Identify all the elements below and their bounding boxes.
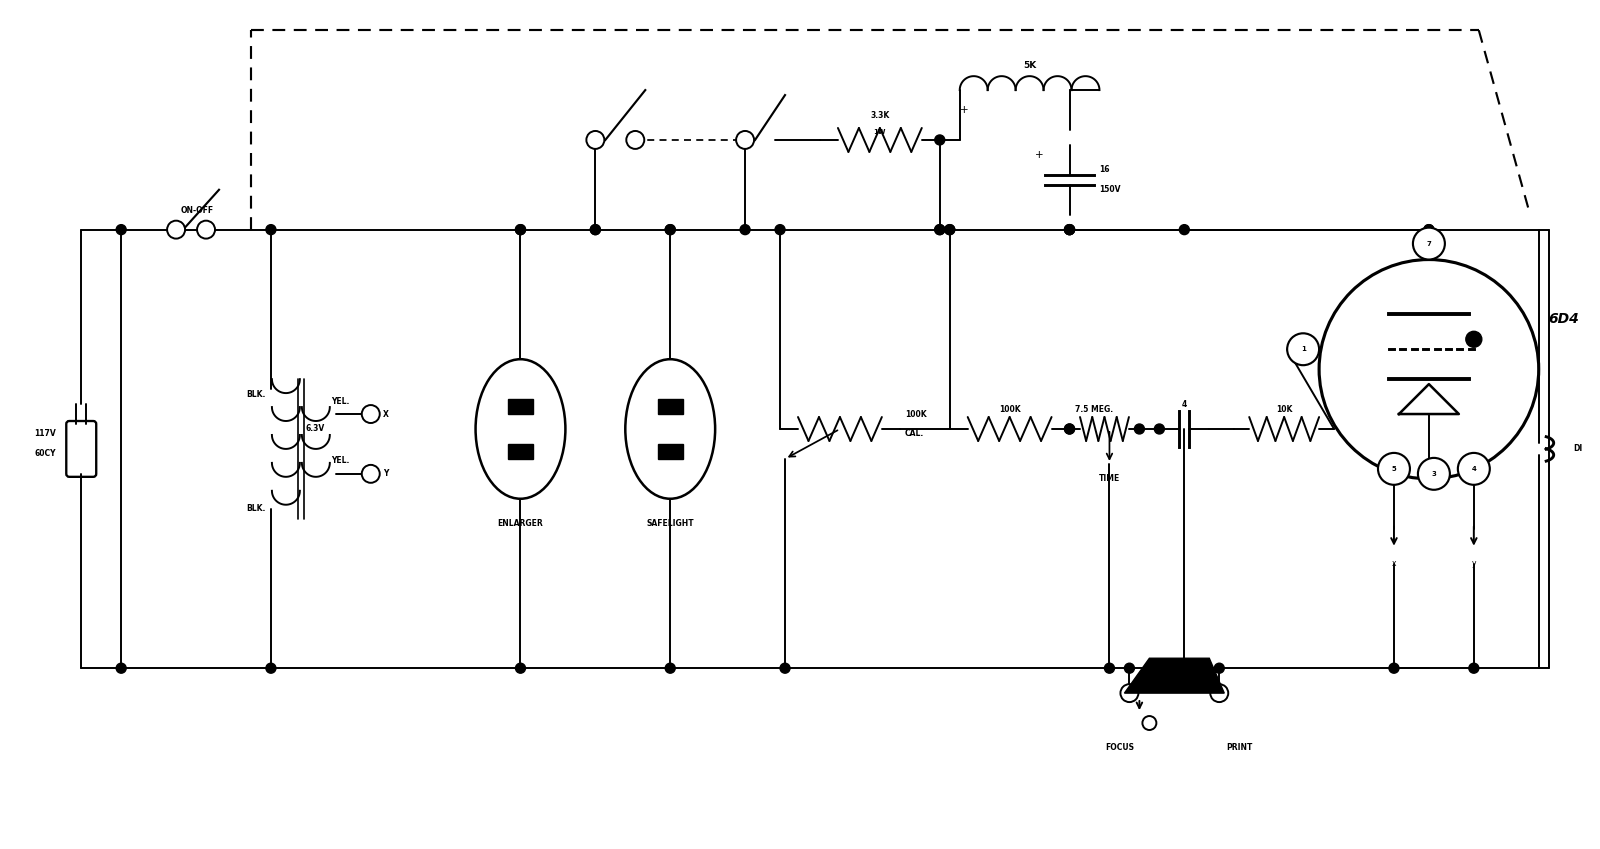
Text: 3.3K: 3.3K — [870, 110, 890, 120]
Circle shape — [666, 225, 675, 234]
Text: 100K: 100K — [998, 405, 1021, 413]
Circle shape — [197, 221, 214, 239]
Circle shape — [1378, 453, 1410, 485]
Circle shape — [117, 663, 126, 673]
Text: YEL.: YEL. — [331, 396, 349, 406]
Text: X: X — [382, 409, 389, 419]
Circle shape — [515, 225, 525, 234]
Text: 100K: 100K — [906, 409, 926, 419]
Circle shape — [1469, 663, 1478, 673]
Text: 7.5 MEG.: 7.5 MEG. — [1075, 405, 1112, 413]
Text: 1W: 1W — [874, 129, 886, 135]
Circle shape — [1104, 663, 1115, 673]
Circle shape — [166, 221, 186, 239]
Circle shape — [944, 225, 955, 234]
Text: x: x — [1392, 559, 1397, 568]
Text: ENLARGER: ENLARGER — [498, 520, 544, 528]
Circle shape — [1179, 225, 1189, 234]
FancyBboxPatch shape — [658, 399, 683, 414]
Circle shape — [1064, 225, 1075, 234]
Text: BLK.: BLK. — [246, 390, 266, 398]
Circle shape — [1286, 334, 1318, 365]
Circle shape — [1210, 684, 1229, 702]
Text: SAFELIGHT: SAFELIGHT — [646, 520, 694, 528]
Circle shape — [1179, 663, 1189, 673]
Circle shape — [1413, 228, 1445, 260]
Circle shape — [266, 663, 275, 673]
Circle shape — [774, 225, 786, 234]
Circle shape — [934, 135, 944, 145]
Circle shape — [626, 131, 645, 149]
Text: 3: 3 — [1432, 471, 1437, 477]
Text: PRINT: PRINT — [1226, 744, 1253, 752]
Text: 4: 4 — [1472, 466, 1477, 472]
Circle shape — [362, 465, 379, 483]
Text: 16: 16 — [1099, 166, 1110, 174]
Circle shape — [1418, 458, 1450, 490]
Text: YEL.: YEL. — [331, 457, 349, 465]
Circle shape — [736, 131, 754, 149]
Text: 5: 5 — [1392, 466, 1397, 472]
Circle shape — [1458, 453, 1490, 485]
Text: ON-OFF: ON-OFF — [181, 205, 214, 215]
Text: TIME: TIME — [1099, 475, 1120, 483]
Circle shape — [1064, 424, 1075, 434]
Circle shape — [1134, 424, 1144, 434]
Text: +: + — [960, 105, 970, 115]
Circle shape — [1120, 684, 1139, 702]
Circle shape — [590, 225, 600, 234]
Text: FOCUS: FOCUS — [1106, 744, 1134, 752]
Circle shape — [934, 225, 944, 234]
Text: 150V: 150V — [1099, 185, 1122, 194]
Text: 1: 1 — [1301, 346, 1306, 352]
FancyBboxPatch shape — [509, 399, 533, 414]
Circle shape — [1064, 225, 1075, 234]
Circle shape — [362, 405, 379, 423]
Text: Y: Y — [382, 469, 389, 478]
Circle shape — [666, 663, 675, 673]
FancyBboxPatch shape — [509, 444, 533, 459]
Circle shape — [266, 225, 275, 234]
Text: 5K: 5K — [1022, 60, 1037, 70]
Circle shape — [1424, 225, 1434, 234]
Circle shape — [586, 131, 605, 149]
Text: 10K: 10K — [1275, 405, 1293, 413]
Circle shape — [515, 225, 525, 234]
Text: 6D4: 6D4 — [1549, 312, 1579, 326]
Circle shape — [1125, 663, 1134, 673]
Circle shape — [1389, 663, 1398, 673]
Text: DI: DI — [1574, 444, 1582, 453]
Circle shape — [1064, 225, 1075, 234]
Circle shape — [1424, 225, 1434, 234]
Text: 6.3V: 6.3V — [306, 424, 325, 434]
Circle shape — [515, 663, 525, 673]
Circle shape — [781, 663, 790, 673]
Text: +: + — [1035, 150, 1043, 160]
Circle shape — [1214, 663, 1224, 673]
Text: 4: 4 — [1182, 400, 1187, 408]
Text: y: y — [1472, 559, 1477, 568]
Circle shape — [590, 225, 600, 234]
FancyBboxPatch shape — [658, 444, 683, 459]
Circle shape — [117, 225, 126, 234]
Circle shape — [1064, 424, 1075, 434]
Text: BLK.: BLK. — [246, 504, 266, 514]
Polygon shape — [1125, 658, 1224, 693]
Circle shape — [944, 225, 955, 234]
Circle shape — [1142, 716, 1157, 730]
Circle shape — [666, 225, 675, 234]
Circle shape — [1154, 424, 1165, 434]
Text: 117V: 117V — [35, 430, 56, 438]
Circle shape — [741, 225, 750, 234]
Circle shape — [934, 225, 944, 234]
Text: CAL.: CAL. — [906, 430, 925, 438]
Circle shape — [1466, 331, 1482, 347]
Text: 60CY: 60CY — [35, 449, 56, 458]
Text: 7: 7 — [1427, 240, 1432, 246]
